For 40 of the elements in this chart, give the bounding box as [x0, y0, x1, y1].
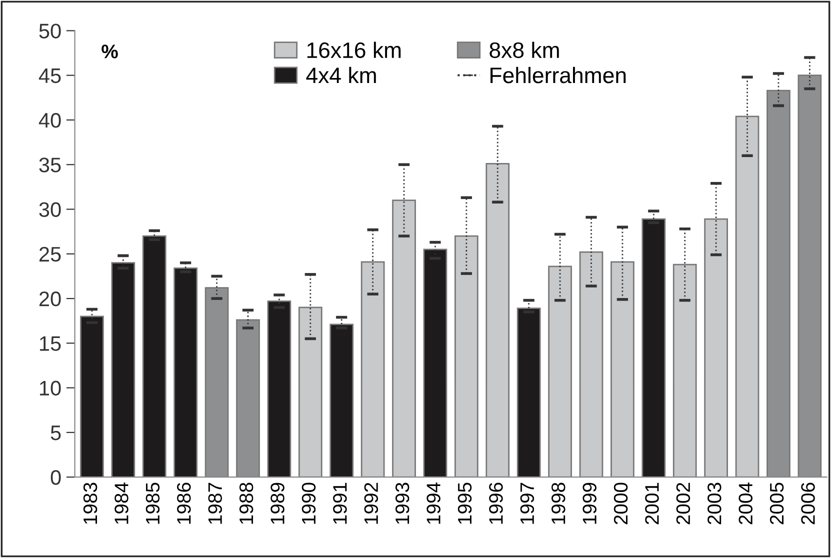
y-tick-label: 15 [40, 336, 61, 351]
legend-label: 8x8 km [490, 42, 559, 58]
x-tick-label: 1996 [489, 482, 503, 524]
x-tick-label: 1983 [83, 482, 98, 524]
x-tick-label: 1995 [458, 482, 472, 524]
y-tick-label: 45 [38, 68, 61, 84]
y-tick-label: 5 [50, 426, 61, 440]
x-tick-label: 1998 [551, 482, 566, 524]
annotation: Fehlerrahmen [490, 66, 626, 84]
x-tick-label: 1987 [208, 482, 222, 524]
y-tick-label: 35 [39, 158, 61, 172]
x-tick-label: 2003 [708, 482, 722, 524]
y-tick-label: 0 [50, 470, 61, 485]
x-tick-label: 2000 [614, 482, 628, 524]
x-tick-label: 2004 [738, 482, 752, 524]
x-tick-label: 1992 [364, 482, 378, 524]
y-tick-label: 40 [38, 112, 61, 128]
legend-label: 16x16 km [307, 42, 401, 58]
x-tick-label: 1988 [239, 482, 254, 524]
x-tick-label: 1984 [114, 482, 128, 524]
x-tick-label: 1999 [582, 482, 596, 524]
x-tick-label: 1993 [395, 482, 410, 524]
x-tick-label: 1990 [302, 482, 316, 524]
x-tick-label: 1989 [270, 482, 284, 524]
x-tick-label: 1985 [146, 482, 160, 524]
x-tick-label: 1994 [426, 482, 440, 524]
y-tick-label: 10 [40, 380, 61, 396]
legend-label: 4x4 km [306, 66, 376, 84]
y-tick-label: 25 [39, 246, 61, 262]
y-tick-label: 50 [39, 24, 61, 38]
x-tick-label: 2006 [801, 482, 815, 524]
x-tick-label: 1991 [333, 482, 347, 524]
y-axis-title: % [102, 44, 118, 58]
x-tick-label: 2002 [676, 482, 690, 524]
x-tick-label: 2005 [770, 482, 784, 524]
x-tick-label: 2001 [645, 482, 659, 524]
y-tick-label: 20 [39, 292, 61, 306]
y-tick-label: 30 [39, 202, 61, 218]
x-tick-label: 1997 [520, 482, 534, 524]
x-tick-label: 1986 [177, 482, 191, 524]
